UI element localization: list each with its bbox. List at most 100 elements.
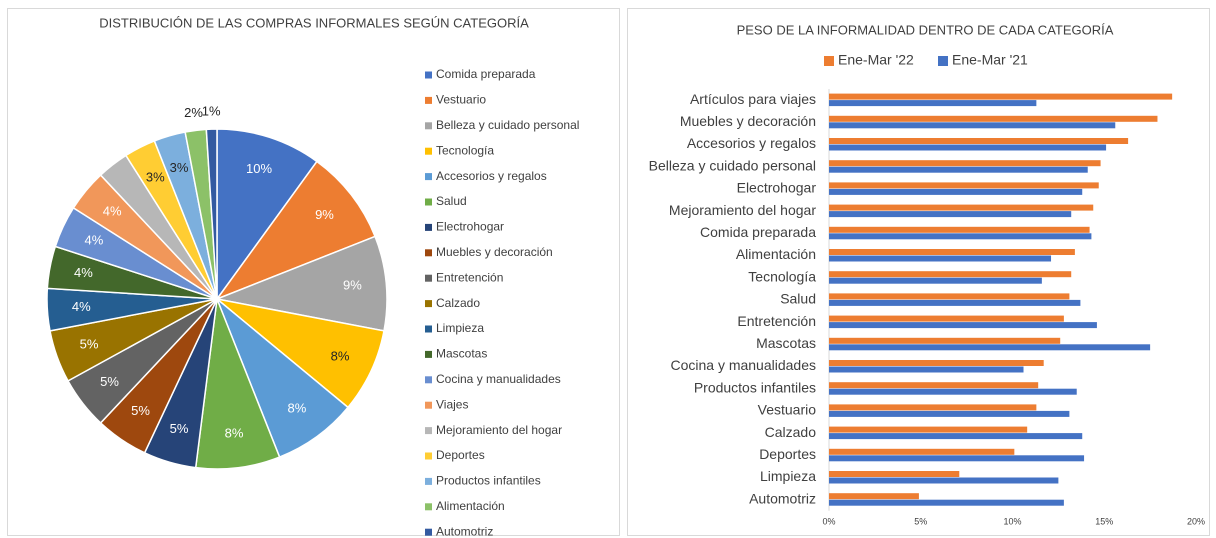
bar bbox=[829, 226, 1090, 233]
bar bbox=[829, 144, 1107, 151]
legend-swatch bbox=[938, 56, 948, 66]
pie-slice bbox=[205, 128, 218, 300]
legend-swatch bbox=[425, 96, 432, 104]
legend-swatch bbox=[425, 249, 432, 257]
legend-swatch bbox=[824, 56, 834, 66]
y-tick-label: Muebles y decoración bbox=[680, 113, 816, 129]
legend-label: Accesorios y regalos bbox=[436, 169, 547, 183]
pie-value-label: 4% bbox=[103, 204, 122, 219]
pie-value-label: 8% bbox=[331, 348, 350, 363]
bar bbox=[829, 299, 1081, 306]
bar bbox=[829, 255, 1052, 262]
bar bbox=[829, 344, 1151, 351]
y-tick-label: Salud bbox=[780, 291, 816, 307]
legend-label: Tecnología bbox=[436, 143, 494, 157]
legend-label: Cocina y manualidades bbox=[436, 372, 561, 386]
legend-swatch bbox=[425, 528, 432, 536]
pie-value-label: 3% bbox=[170, 160, 189, 175]
bar bbox=[829, 138, 1129, 144]
bar bbox=[829, 382, 1039, 389]
pie-slice bbox=[214, 235, 388, 332]
bar bbox=[829, 448, 1015, 455]
legend-swatch bbox=[425, 325, 432, 333]
bar bbox=[829, 315, 1064, 322]
legend-label: Viajes bbox=[436, 397, 468, 411]
bar bbox=[829, 337, 1061, 344]
pie-value-label: 5% bbox=[131, 403, 150, 418]
legend-label: Electrohogar bbox=[436, 220, 504, 234]
x-tick-label: 15% bbox=[1095, 516, 1113, 526]
y-tick-label: Limpieza bbox=[760, 468, 816, 484]
x-tick-label: 0% bbox=[822, 516, 835, 526]
legend-label: Vestuario bbox=[436, 93, 486, 107]
pie-value-label: 5% bbox=[170, 421, 189, 436]
bar bbox=[829, 404, 1037, 411]
bar bbox=[829, 166, 1088, 173]
pie-value-label: 5% bbox=[80, 337, 99, 352]
bar bbox=[829, 182, 1099, 189]
x-tick-label: 5% bbox=[914, 516, 927, 526]
bar bbox=[829, 433, 1083, 440]
legend-swatch bbox=[425, 71, 432, 79]
y-tick-label: Vestuario bbox=[758, 402, 817, 418]
y-tick-label: Electrohogar bbox=[737, 180, 817, 196]
y-tick-label: Productos infantiles bbox=[694, 379, 816, 395]
legend-label: Productos infantiles bbox=[436, 474, 541, 488]
pie-value-label: 9% bbox=[343, 278, 362, 293]
legend-label: Salud bbox=[436, 194, 467, 208]
legend-swatch bbox=[425, 503, 432, 511]
legend-swatch bbox=[425, 427, 432, 435]
bar bbox=[829, 499, 1064, 506]
legend-label: Belleza y cuidado personal bbox=[436, 118, 579, 132]
bar bbox=[829, 477, 1059, 484]
pie-slice bbox=[214, 160, 377, 301]
pie-slice bbox=[216, 128, 318, 302]
bar bbox=[829, 93, 1173, 100]
pie-value-label: 4% bbox=[74, 265, 93, 280]
pie-value-label: 3% bbox=[146, 169, 165, 184]
y-tick-label: Entretención bbox=[737, 313, 816, 329]
y-tick-label: Mejoramiento del hogar bbox=[669, 202, 816, 218]
y-tick-label: Artículos para viajes bbox=[690, 91, 816, 107]
y-tick-label: Deportes bbox=[759, 446, 816, 462]
y-tick-label: Comida preparada bbox=[700, 224, 816, 240]
legend-swatch bbox=[425, 376, 432, 384]
legend-swatch bbox=[425, 274, 432, 282]
bar bbox=[829, 322, 1097, 329]
y-tick-label: Cocina y manualidades bbox=[670, 357, 816, 373]
legend-swatch bbox=[425, 147, 432, 155]
y-tick-label: Alimentación bbox=[736, 246, 816, 262]
bar bbox=[829, 211, 1072, 218]
legend-label: Limpieza bbox=[436, 321, 484, 335]
y-tick-label: Mascotas bbox=[756, 335, 816, 351]
pie-value-label: 4% bbox=[85, 233, 104, 248]
bar bbox=[829, 426, 1028, 433]
pie-value-label: 2% bbox=[184, 105, 203, 120]
bar bbox=[829, 410, 1070, 417]
legend-swatch bbox=[425, 173, 432, 181]
bar bbox=[829, 360, 1044, 366]
legend-label: Mejoramiento del hogar bbox=[436, 423, 562, 437]
legend-swatch bbox=[425, 477, 432, 485]
legend-label: Ene-Mar '21 bbox=[952, 52, 1028, 68]
pie-value-label: 10% bbox=[246, 161, 272, 176]
x-tick-label: 10% bbox=[1003, 516, 1021, 526]
pie-value-label: 8% bbox=[288, 400, 307, 415]
legend-label: Alimentación bbox=[436, 499, 505, 513]
pie-value-label: 5% bbox=[100, 374, 119, 389]
bar bbox=[829, 122, 1116, 129]
legend-label: Automotriz bbox=[436, 524, 493, 538]
y-tick-label: Automotriz bbox=[749, 490, 816, 506]
bar bbox=[829, 160, 1101, 167]
y-tick-label: Belleza y cuidado personal bbox=[649, 157, 816, 173]
bar-title: PESO DE LA INFORMALIDAD DENTRO DE CADA C… bbox=[737, 22, 1114, 37]
y-tick-label: Calzado bbox=[765, 424, 817, 440]
legend-swatch bbox=[425, 223, 432, 231]
bar bbox=[829, 493, 919, 500]
legend-label: Calzado bbox=[436, 296, 480, 310]
pie-value-label: 9% bbox=[315, 207, 334, 222]
bar bbox=[829, 277, 1042, 284]
pie-value-label: 8% bbox=[225, 425, 244, 440]
legend-label: Mascotas bbox=[436, 347, 487, 361]
